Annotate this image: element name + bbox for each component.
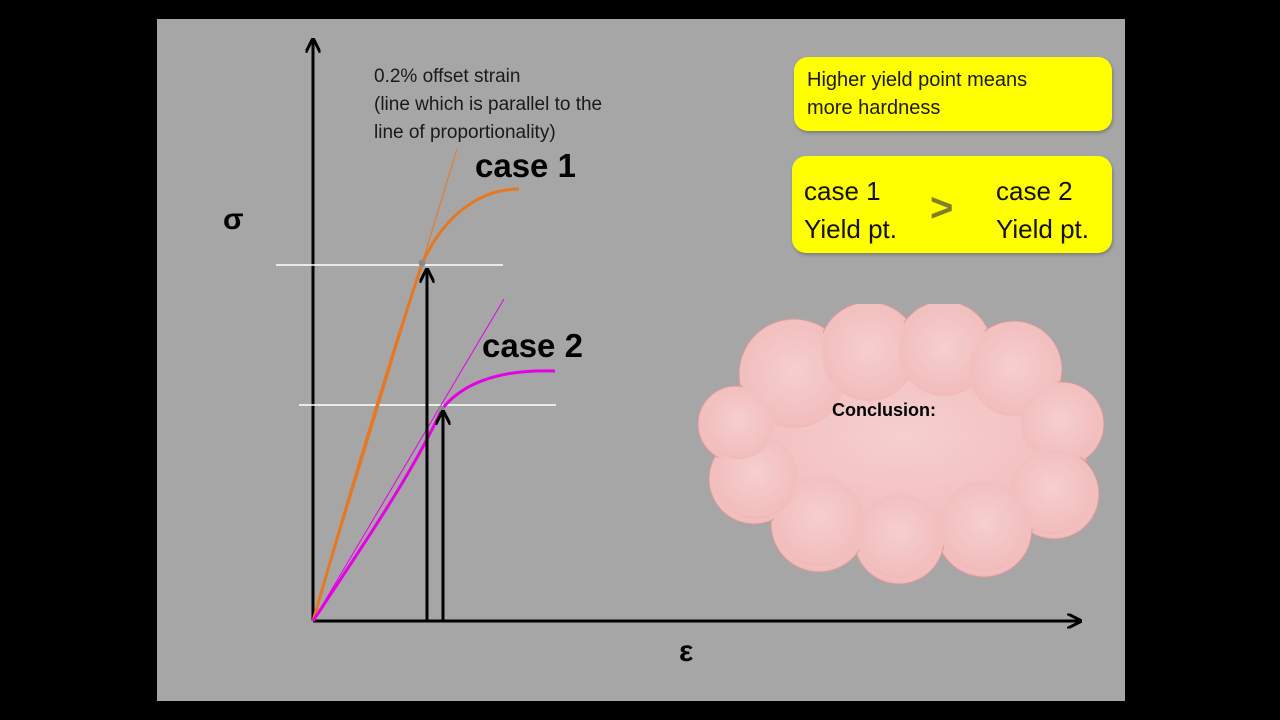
stress-strain-diagram bbox=[276, 19, 1125, 701]
y-axis-symbol: σ bbox=[223, 203, 244, 236]
case2-offset-line bbox=[312, 298, 505, 622]
comparison-box: case 1 Yield pt. > case 2 Yield pt. bbox=[792, 156, 1112, 253]
case1-curve bbox=[311, 187, 520, 622]
conclusion-cloud bbox=[697, 304, 1105, 584]
x-axis-symbol: ε bbox=[679, 635, 694, 668]
offset-note-line-3: line of proportionality) bbox=[374, 122, 556, 143]
comparison-right-line-1: case 2 bbox=[996, 176, 1073, 206]
hardness-note-line-2: more hardness bbox=[807, 97, 941, 119]
offset-note: 0.2% offset strain (line which is parall… bbox=[374, 63, 602, 147]
comparison-left-line-1: case 1 bbox=[804, 176, 881, 206]
offset-note-line-1: 0.2% offset strain bbox=[374, 66, 521, 87]
comparison-right-line-2: Yield pt. bbox=[996, 214, 1089, 244]
comparison-left: case 1 Yield pt. bbox=[804, 172, 897, 248]
comparison-left-line-2: Yield pt. bbox=[804, 214, 897, 244]
case1-label: case 1 bbox=[475, 147, 576, 184]
conclusion-label: Conclusion: bbox=[832, 400, 936, 420]
case2-yield-point bbox=[437, 405, 445, 413]
greater-than-symbol: > bbox=[930, 186, 954, 230]
offset-note-line-2: (line which is parallel to the bbox=[374, 94, 603, 115]
case2-label: case 2 bbox=[482, 327, 583, 364]
slide-canvas: 0.2% offset strain (line which is parall… bbox=[157, 19, 1125, 701]
case1-yield-point bbox=[418, 259, 426, 267]
comparison-right: case 2 Yield pt. bbox=[996, 172, 1089, 248]
hardness-note-line-1: Higher yield point means bbox=[807, 69, 1028, 91]
hardness-note-box: Higher yield point means more hardness bbox=[794, 57, 1112, 131]
